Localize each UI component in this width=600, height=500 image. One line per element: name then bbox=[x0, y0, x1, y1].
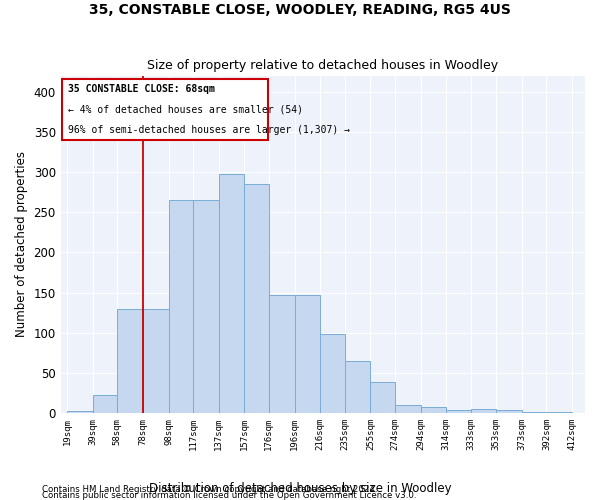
Bar bbox=[320, 334, 344, 413]
Bar bbox=[117, 308, 143, 413]
Bar bbox=[169, 200, 193, 413]
Bar bbox=[93, 395, 117, 413]
Text: 35, CONSTABLE CLOSE, WOODLEY, READING, RG5 4US: 35, CONSTABLE CLOSE, WOODLEY, READING, R… bbox=[89, 2, 511, 16]
Bar bbox=[370, 382, 395, 413]
Bar bbox=[67, 412, 93, 413]
Bar bbox=[244, 184, 269, 413]
Bar bbox=[470, 409, 496, 413]
Bar bbox=[421, 408, 446, 413]
Bar bbox=[522, 412, 547, 413]
Bar bbox=[193, 200, 219, 413]
Text: Contains HM Land Registry data © Crown copyright and database right 2024.: Contains HM Land Registry data © Crown c… bbox=[42, 484, 377, 494]
Text: ← 4% of detached houses are smaller (54): ← 4% of detached houses are smaller (54) bbox=[68, 104, 304, 115]
Text: 96% of semi-detached houses are larger (1,307) →: 96% of semi-detached houses are larger (… bbox=[68, 125, 350, 135]
Title: Size of property relative to detached houses in Woodley: Size of property relative to detached ho… bbox=[147, 59, 499, 72]
Bar bbox=[143, 308, 169, 413]
Y-axis label: Number of detached properties: Number of detached properties bbox=[15, 152, 28, 338]
Bar bbox=[547, 412, 572, 413]
Bar bbox=[295, 295, 320, 413]
Bar bbox=[219, 174, 244, 413]
Text: Contains public sector information licensed under the Open Government Licence v3: Contains public sector information licen… bbox=[42, 492, 416, 500]
Bar bbox=[62, 79, 268, 140]
Text: Distribution of detached houses by size in Woodley: Distribution of detached houses by size … bbox=[149, 482, 451, 495]
Bar bbox=[496, 410, 522, 413]
Bar bbox=[344, 360, 370, 413]
Bar bbox=[269, 295, 295, 413]
Bar bbox=[395, 405, 421, 413]
Text: 35 CONSTABLE CLOSE: 68sqm: 35 CONSTABLE CLOSE: 68sqm bbox=[68, 84, 215, 94]
Bar bbox=[446, 410, 470, 413]
